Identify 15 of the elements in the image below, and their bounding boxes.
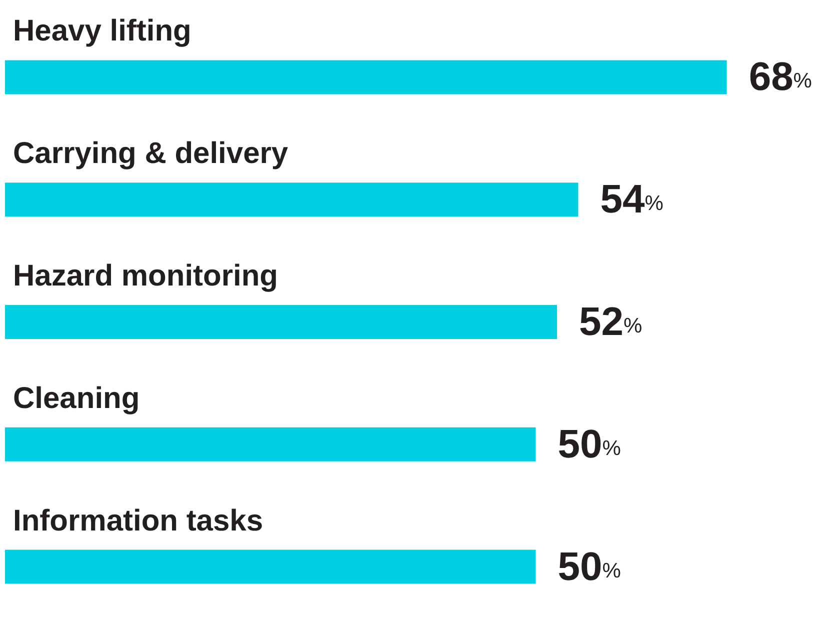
data-label: 52%	[578, 300, 642, 344]
bar	[5, 427, 536, 462]
bar	[5, 60, 727, 94]
data-label: 50%	[558, 422, 621, 466]
y-tick-label: Heavy lifting	[13, 14, 192, 48]
bar	[5, 182, 578, 217]
y-tick-label: Cleaning	[13, 382, 140, 415]
data-label: 68%	[748, 55, 812, 100]
bar	[5, 550, 536, 584]
data-label: 54%	[600, 178, 664, 222]
y-tick-label: Carrying & delivery	[13, 137, 288, 170]
y-tick-label: Hazard monitoring	[13, 260, 278, 292]
data-label: 50%	[558, 544, 621, 589]
bar	[5, 305, 557, 339]
y-tick-label: Information tasks	[13, 504, 264, 538]
